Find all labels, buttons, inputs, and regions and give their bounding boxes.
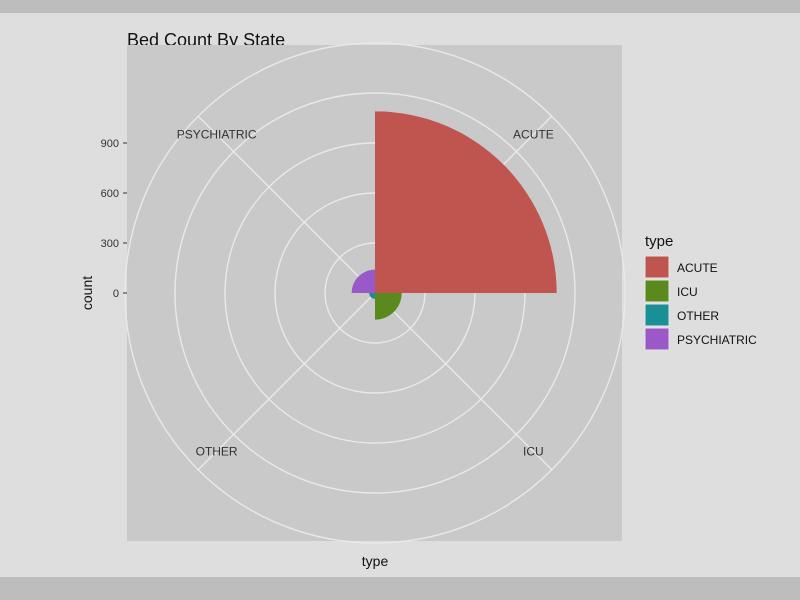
legend-label-icu: ICU — [677, 285, 698, 299]
wedge-psychiatric — [351, 269, 375, 293]
x-axis-title: type — [362, 553, 389, 569]
grid-spoke — [197, 115, 376, 294]
y-tick-label: 0 — [113, 288, 119, 300]
category-label-other: OTHER — [196, 444, 238, 458]
y-tick-label: 900 — [101, 138, 119, 150]
y-tick-label: 600 — [101, 188, 119, 200]
grid-spoke — [374, 292, 553, 471]
legend-label-acute: ACUTE — [677, 261, 718, 275]
legend-label-other: OTHER — [677, 309, 719, 323]
legend-title: type — [645, 233, 673, 250]
grid-spoke — [197, 292, 376, 471]
legend-swatch-psychiatric — [644, 327, 670, 351]
y-tick-label: 300 — [101, 238, 119, 250]
legend-swatch-other — [644, 303, 670, 327]
top-band — [0, 0, 800, 13]
wedge-icu — [375, 293, 402, 320]
wedge-other — [369, 293, 375, 299]
bottom-band — [0, 577, 800, 600]
wedge-acute — [375, 111, 557, 293]
category-label-psychiatric: PSYCHIATRIC — [177, 128, 257, 142]
legend-swatch-icu — [644, 279, 670, 303]
legend-swatch-acute — [644, 255, 670, 279]
grid-circle — [174, 92, 576, 494]
legend-label-psychiatric: PSYCHIATRIC — [677, 333, 757, 347]
category-label-acute: ACUTE — [513, 128, 554, 142]
category-label-icu: ICU — [523, 444, 544, 458]
y-axis-title: count — [79, 276, 95, 310]
